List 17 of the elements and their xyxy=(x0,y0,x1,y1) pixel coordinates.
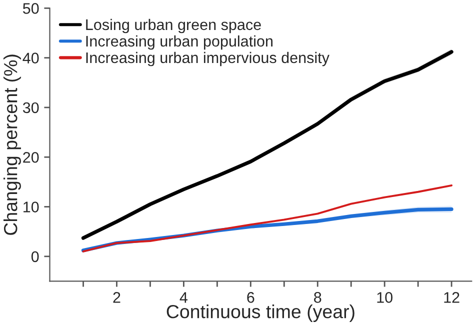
x-tick-label: 6 xyxy=(247,292,254,303)
x-tick-label: 12 xyxy=(444,292,460,303)
y-tick-label: 50 xyxy=(22,3,39,14)
x-tick-label: 8 xyxy=(314,292,322,303)
legend-label: Increasing urban impervious density xyxy=(86,52,330,66)
y-tick-label: 30 xyxy=(22,102,39,114)
legend-label: Increasing urban population xyxy=(86,35,272,50)
y-tick-label: 0 xyxy=(31,251,39,262)
legend-label: Losing urban green space xyxy=(86,18,261,34)
x-tick-label: 4 xyxy=(180,292,188,303)
y-tick-label: 10 xyxy=(24,202,39,212)
y-tick-label: 20 xyxy=(23,152,39,163)
x-tick-label: 2 xyxy=(113,292,120,303)
y-tick-label: 40 xyxy=(22,52,39,64)
x-axis-title: Continuous time (year) xyxy=(166,304,354,322)
y-axis-title: Changing percent (%) xyxy=(3,54,21,235)
x-tick-label: 10 xyxy=(377,292,392,303)
